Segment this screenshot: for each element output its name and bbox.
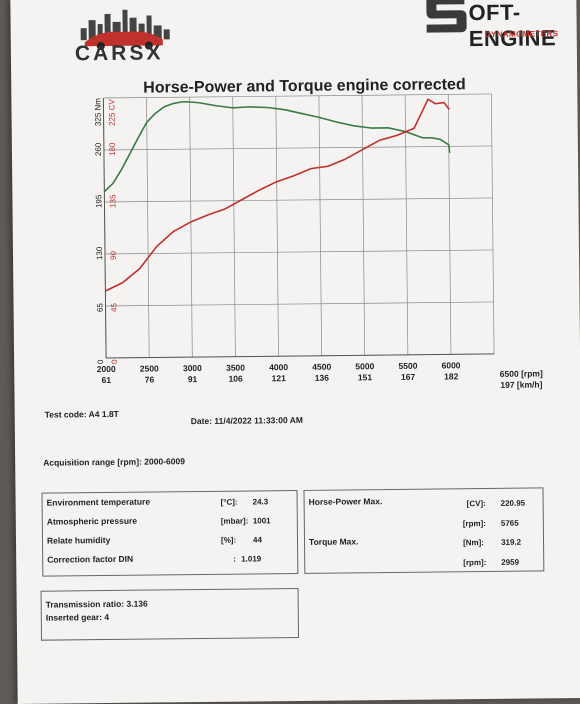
grid-line-vertical xyxy=(404,94,409,355)
env-row-unit: [mbar]: xyxy=(220,516,249,526)
torque-max-label: Torque Max. xyxy=(308,536,359,547)
env-row-value: 24.3 xyxy=(252,497,269,507)
environment-table: Environment temperature [°C]: 24.3 Atmosphe… xyxy=(41,490,299,577)
acquisition-range-value: 2000-6009 xyxy=(144,456,185,467)
x-tick: 2000 61 xyxy=(86,364,126,386)
transmission-ratio: Transmission ratio: 3.136 xyxy=(46,599,148,610)
x-tick-rpm: 2000 xyxy=(96,363,116,375)
max-values-table: Horse-Power Max. [CV]: 220.95 [rpm]: 576… xyxy=(303,487,545,574)
inserted-gear-label: Inserted gear: xyxy=(45,612,103,623)
transmission-ratio-label: Transmission ratio: xyxy=(45,598,125,610)
grid-line-vertical xyxy=(490,93,495,354)
acquisition-range-label: Acquisition range [rpm]: xyxy=(43,456,142,468)
x-tick-kmh: 91 xyxy=(187,374,198,385)
env-row-unit: : xyxy=(233,554,236,564)
acquisition-range: Acquisition range [rpm]: 2000-6009 xyxy=(43,456,185,467)
hp-rpm-value: 5765 xyxy=(500,518,519,528)
x-axis-kmh-unit: 197 [km/h] xyxy=(500,379,543,390)
env-row-label: Atmospheric pressure xyxy=(46,515,138,527)
torque-max-value: 319.2 xyxy=(500,537,522,547)
test-code-value: A4 1.8T xyxy=(88,408,119,420)
power-curve xyxy=(105,98,450,292)
grid-line-vertical xyxy=(318,95,322,356)
transmission-ratio-value: 3.136 xyxy=(126,598,148,609)
x-tick-kmh: 61 xyxy=(101,374,112,386)
hp-max-label: Horse-Power Max. xyxy=(308,496,383,507)
x-tick-rpm: 5000 xyxy=(355,361,375,372)
x-tick-rpm: 6000 xyxy=(441,360,461,371)
hp-max-unit: [CV]: xyxy=(466,499,486,509)
hp-rpm-unit: [rpm]: xyxy=(462,519,486,529)
x-tick-kmh: 121 xyxy=(271,373,286,384)
x-tick: 3000 91 xyxy=(172,363,212,385)
grid-line-vertical xyxy=(361,95,366,356)
x-tick-kmh: 106 xyxy=(228,373,243,384)
x-axis-line xyxy=(106,353,495,359)
grid-line-vertical xyxy=(447,94,452,355)
test-date-label: Date: xyxy=(190,415,213,427)
grid-line-horizontal xyxy=(103,145,492,151)
torque-rpm-value: 2959 xyxy=(501,557,520,567)
x-tick-rpm: 4500 xyxy=(312,361,332,372)
env-row-value: 44 xyxy=(252,535,262,545)
x-tick-kmh: 182 xyxy=(444,371,459,382)
env-row-label: Relate humidity xyxy=(46,534,111,546)
x-axis-end-label: 6500 [rpm] 197 [km/h] xyxy=(486,368,556,391)
x-tick-kmh: 151 xyxy=(357,372,373,383)
grid-line-horizontal xyxy=(104,197,493,203)
dyno-sheet: CARSX S OFT-ENGINE DYNAMOMETERS Horse-Po… xyxy=(10,0,580,704)
carsx-logo xyxy=(80,9,170,51)
x-tick-rpm: 3000 xyxy=(182,362,202,374)
grid-line-vertical xyxy=(275,96,279,357)
test-code-label: Test code: xyxy=(44,409,87,420)
env-row-label: Environment temperature xyxy=(46,496,151,508)
x-tick: 2500 76 xyxy=(129,363,169,385)
env-row-value: 1001 xyxy=(252,516,271,526)
test-code: Test code: A4 1.8T xyxy=(45,409,119,420)
grid-line-vertical xyxy=(189,97,193,358)
x-tick-rpm: 5500 xyxy=(398,360,418,371)
grid-line-horizontal xyxy=(104,249,493,255)
env-row-label: Correction factor DIN xyxy=(47,553,134,565)
x-tick: 4000 121 xyxy=(259,362,299,384)
grid-line-vertical xyxy=(146,97,150,358)
env-row-value: 1.019 xyxy=(241,554,262,564)
env-row-unit: [%]: xyxy=(220,535,237,545)
x-tick: 6000 182 xyxy=(431,360,471,382)
env-row-unit: [°C]: xyxy=(220,497,238,507)
soft-engine-logo: S xyxy=(426,0,467,33)
torque-max-unit: [Nm]: xyxy=(462,538,484,548)
x-tick-rpm: 3500 xyxy=(226,362,246,373)
y-axis-line xyxy=(102,98,107,359)
x-tick: 3500 106 xyxy=(215,362,255,384)
test-date-value: 11/4/2022 11:33:00 AM xyxy=(214,414,303,426)
grid-line-vertical xyxy=(232,96,236,357)
grid-line-horizontal xyxy=(103,93,492,99)
dyno-plot xyxy=(102,93,495,359)
x-tick: 5000 151 xyxy=(345,361,385,383)
torque-rpm-unit: [rpm]: xyxy=(463,558,487,568)
x-tick-rpm: 2500 xyxy=(139,363,159,374)
x-tick-rpm: 4000 xyxy=(269,362,289,373)
inserted-gear-value: 4 xyxy=(104,611,110,623)
x-tick-kmh: 76 xyxy=(144,374,155,385)
torque-curve xyxy=(103,100,451,193)
inserted-gear: Inserted gear: 4 xyxy=(46,612,109,623)
hp-max-value: 220.95 xyxy=(500,498,526,508)
x-tick: 5500 167 xyxy=(388,361,428,383)
x-tick-kmh: 136 xyxy=(314,372,330,383)
transmission-box: Transmission ratio: 3.136 Inserted gear:… xyxy=(40,587,300,641)
x-tick: 4500 136 xyxy=(302,362,342,384)
grid-line-horizontal xyxy=(105,301,494,307)
x-axis-rpm-unit: 6500 [rpm] xyxy=(499,368,543,379)
x-tick-kmh: 167 xyxy=(400,371,416,382)
test-date: Date: 11/4/2022 11:33:00 AM xyxy=(191,415,303,426)
